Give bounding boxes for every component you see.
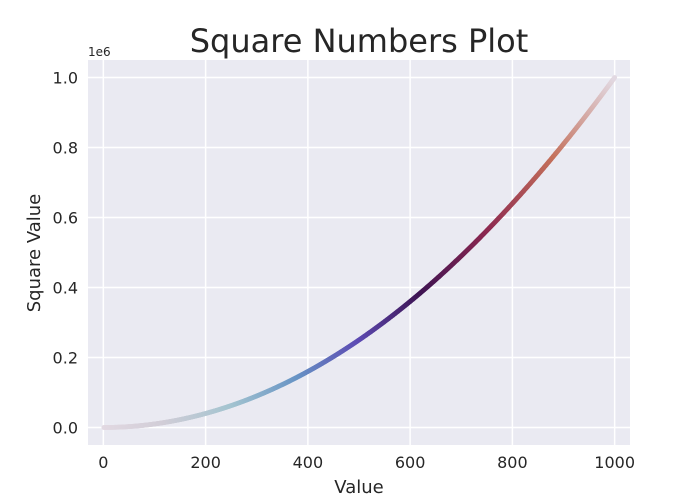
x-tick-labels: 0 200 400 600 800 1000 [98, 453, 635, 472]
x-axis-label: Value [334, 477, 383, 498]
data-points [101, 75, 618, 430]
chart-title: Square Numbers Plot [190, 22, 529, 60]
y-tick-label: 1.0 [53, 69, 78, 88]
x-gridlines [102, 60, 616, 445]
y-axis-label: Square Value [24, 194, 45, 313]
y-tick-label: 0.8 [53, 139, 78, 158]
y-axis-offset-label: 1e6 [88, 45, 111, 59]
x-tick-label: 800 [497, 453, 528, 472]
x-tick-label: 200 [190, 453, 221, 472]
x-tick-label: 400 [293, 453, 324, 472]
data-point [612, 75, 618, 80]
y-tick-label: 0.2 [53, 349, 78, 368]
y-tick-label: 0.0 [53, 419, 78, 438]
y-tick-label: 0.6 [53, 209, 78, 228]
y-tick-label: 0.4 [53, 279, 78, 298]
y-tick-labels: 0.0 0.2 0.4 0.6 0.8 1.0 [53, 69, 78, 438]
x-tick-label: 600 [395, 453, 426, 472]
x-tick-label: 0 [98, 453, 108, 472]
x-tick-label: 1000 [594, 453, 635, 472]
plot-area [88, 60, 630, 445]
y-gridlines [88, 76, 630, 429]
